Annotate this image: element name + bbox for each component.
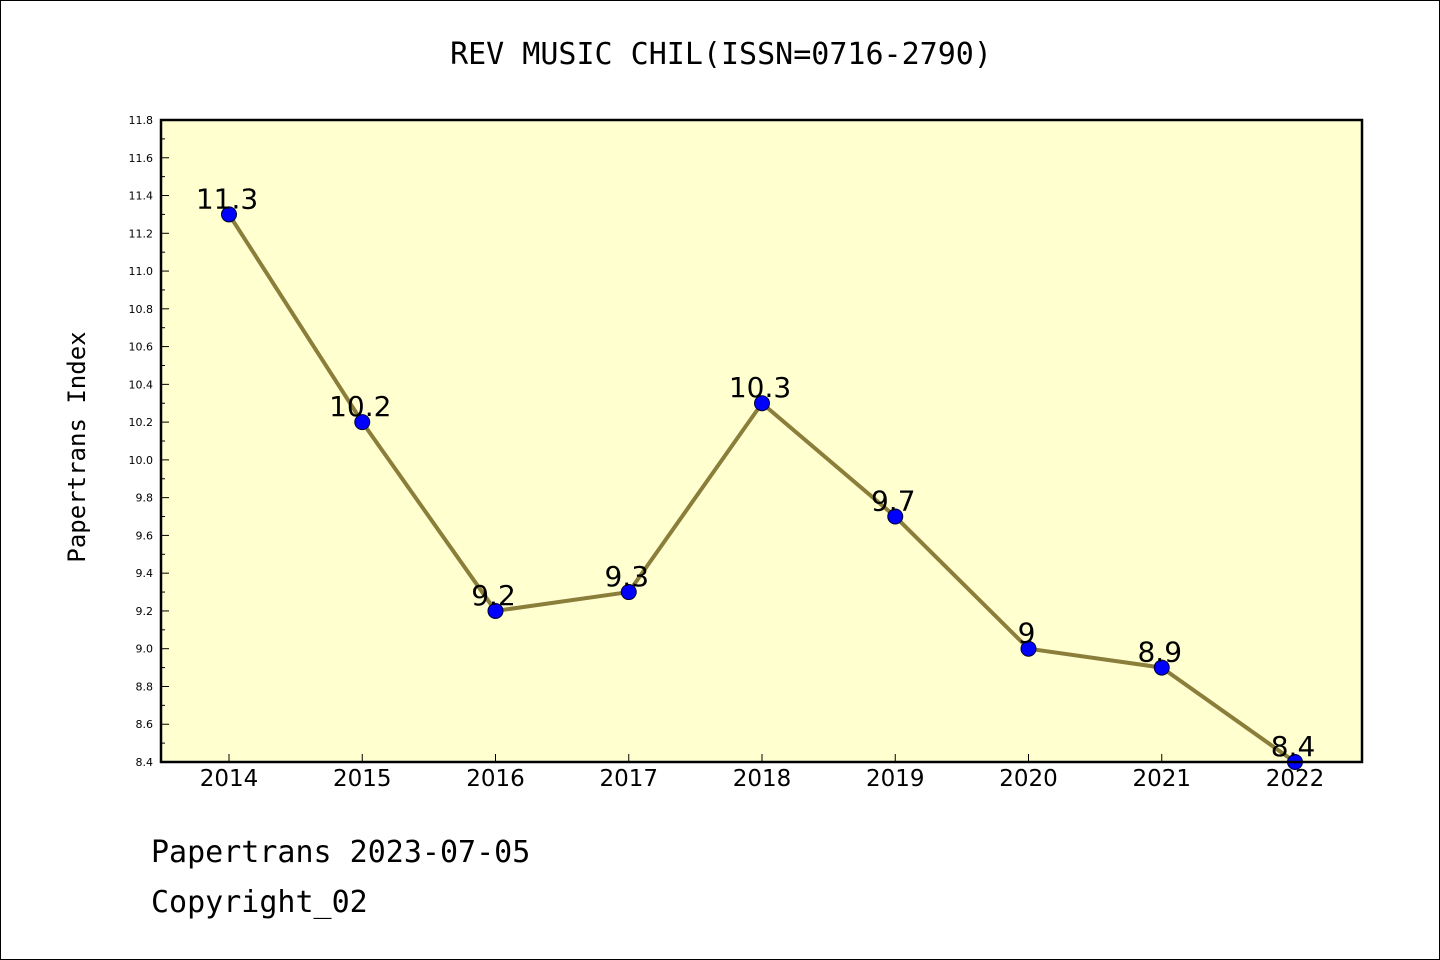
x-tick-label: 2017	[599, 766, 658, 792]
x-tick-label: 2018	[733, 766, 792, 792]
x-tick-label: 2019	[866, 766, 925, 792]
x-tick-label: 2021	[1132, 766, 1191, 792]
data-label: 10.2	[329, 390, 391, 423]
y-tick-label: 10.8	[129, 303, 154, 316]
y-tick-label: 10.4	[129, 378, 154, 391]
chart-title: REV MUSIC CHIL(ISSN=0716-2790)	[450, 37, 992, 72]
data-point	[1153, 659, 1170, 676]
data-label: 8.4	[1271, 730, 1316, 763]
data-label: 8.9	[1137, 636, 1182, 669]
data-point	[887, 508, 904, 525]
plot-border	[159, 118, 1364, 764]
y-axis-ticks: 8.4 8.6 8.8 9.0 9.2 9.4 9.6 9.8 10.0 10.2 10.4 10.6…	[129, 114, 169, 769]
data-label: 9	[1018, 617, 1036, 650]
plot-area	[161, 120, 1362, 762]
x-tick-label: 2014	[200, 766, 259, 792]
x-tick-label: 2015	[333, 766, 392, 792]
y-tick-label: 8.6	[136, 718, 154, 731]
y-tick-label: 11.8	[129, 114, 154, 127]
data-point	[1020, 640, 1037, 657]
data-point	[487, 602, 504, 619]
x-tick-label: 2022	[1266, 766, 1325, 792]
y-tick-label: 9.8	[136, 492, 154, 505]
data-label: 9.2	[471, 579, 516, 612]
data-point	[221, 206, 237, 223]
x-tick-label: 2020	[999, 766, 1058, 792]
y-tick-label: 11.6	[129, 152, 154, 165]
y-tick-label: 11.0	[129, 265, 154, 278]
y-tick-label: 9.2	[136, 605, 154, 618]
y-tick-label: 8.4	[136, 756, 154, 769]
data-label: 10.3	[729, 371, 791, 404]
y-tick-label: 8.8	[136, 680, 154, 693]
series-line-group: 11.3 10.2 9.2 9.3 10.3 9.7 9 8.9 8.4	[196, 182, 1316, 770]
y-tick-label: 9.4	[136, 567, 154, 580]
footer-date: Papertrans 2023-07-05	[151, 835, 531, 870]
y-tick-label: 10.0	[129, 454, 154, 467]
y-tick-label: 11.2	[129, 227, 154, 240]
footer-copyright: Copyright_02	[151, 885, 368, 920]
y-tick-label: 11.4	[129, 190, 154, 203]
x-tick-label: 2016	[466, 766, 525, 792]
data-point	[754, 395, 770, 412]
y-tick-label: 10.6	[129, 341, 154, 354]
data-point	[620, 584, 637, 601]
data-label: 9.3	[604, 560, 649, 593]
x-axis-ticks: 2014 2015 2016 2017 2018 2019 2020 2021 2022	[200, 754, 1325, 792]
y-tick-label: 9.6	[136, 529, 154, 542]
y-tick-label: 10.2	[129, 416, 154, 429]
data-point	[354, 414, 371, 431]
data-label: 9.7	[871, 485, 916, 518]
data-label: 11.3	[196, 182, 258, 215]
y-tick-label: 9.0	[136, 643, 154, 656]
